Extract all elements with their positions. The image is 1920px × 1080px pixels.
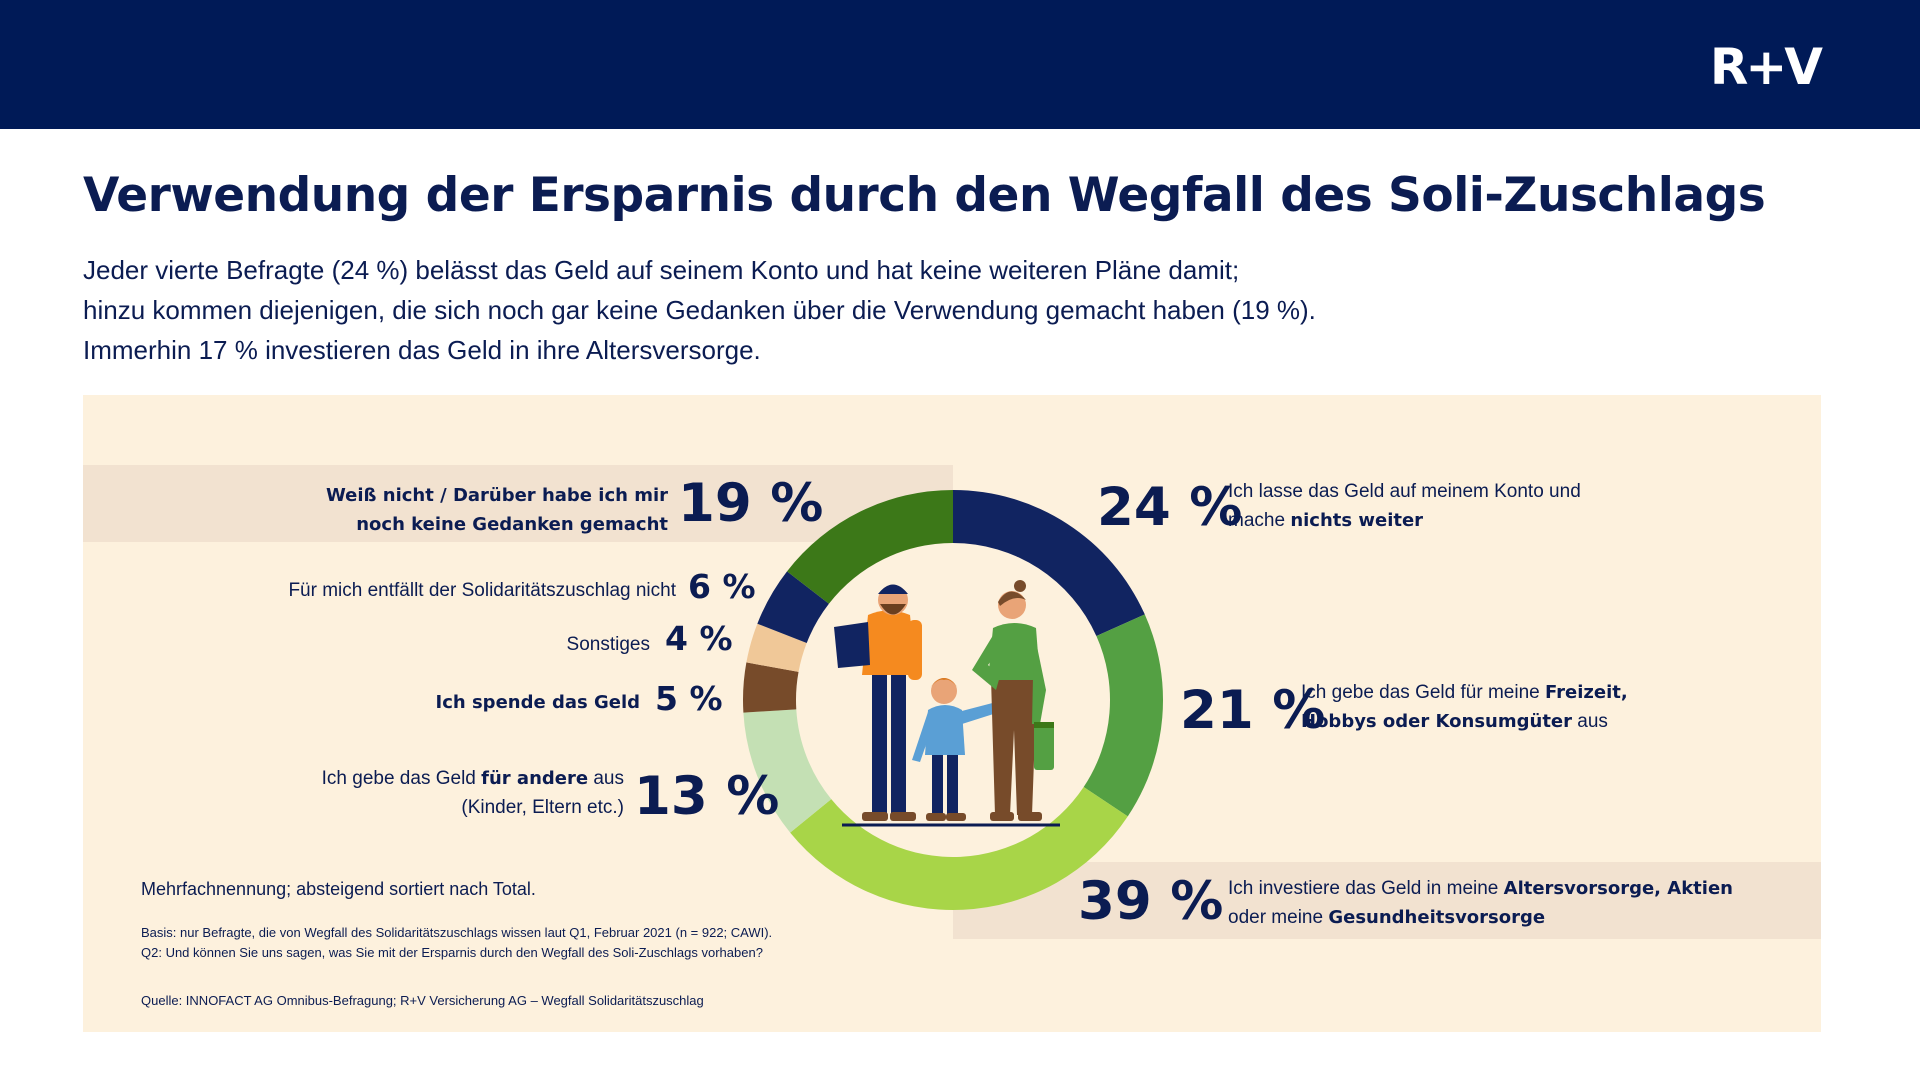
label-39: Ich investiere das Geld in meine Altersv… (1228, 874, 1733, 932)
header-bar: R+V (0, 0, 1920, 129)
note-source: Quelle: INNOFACT AG Omnibus-Befragung; R… (141, 993, 704, 1008)
label-text: mache (1228, 510, 1291, 531)
child-figure (912, 678, 1006, 821)
label-6: Für mich entfällt der Solidaritätszuschl… (288, 580, 676, 601)
donut-segment-13 (743, 709, 832, 833)
label-19: Weiß nicht / Darüber habe ich mir noch k… (326, 481, 668, 539)
label-bold-text: Altersvorsorge, Aktien (1503, 878, 1733, 899)
label-text: oder meine (1228, 907, 1329, 928)
intro-text: Jeder vierte Befragte (24 %) belässt das… (83, 250, 1316, 370)
label-bold-text: Freizeit, (1544, 682, 1628, 703)
note-basis: Basis: nur Befragte, die von Wegfall des… (141, 925, 773, 940)
pct-label-24: 24 % (1097, 477, 1243, 538)
label-text: Ich investiere das Geld in meine (1228, 878, 1504, 899)
donut-segments (743, 490, 1163, 911)
intro-line: hinzu kommen diejenigen, die sich noch g… (83, 295, 1316, 325)
note-question: Q2: Und können Sie uns sagen, was Sie mi… (141, 945, 763, 960)
label-text: Ich gebe das Geld für meine (1301, 682, 1545, 703)
label-21: Ich gebe das Geld für meine Freizeit, Ho… (1301, 678, 1628, 736)
highlight-band-19 (83, 465, 953, 542)
donut-segment-24 (953, 490, 1145, 637)
father-figure (834, 584, 922, 821)
label-bold-text: Weiß nicht / Darüber habe ich mir (325, 485, 668, 506)
label-bold-text: für andere (481, 768, 589, 789)
intro-line: Immerhin 17 % investieren das Geld in ih… (83, 335, 761, 365)
label-line: (Kinder, Eltern etc.) (461, 797, 624, 818)
donut-segment-6 (757, 571, 829, 643)
donut-segment-21 (1083, 614, 1163, 817)
family-illustration (834, 580, 1060, 827)
pct-label-6: 6 % (688, 567, 756, 606)
label-text: aus (588, 768, 624, 789)
donut-segment-19 (787, 490, 953, 604)
note-multiple-answers: Mehrfachnennung; absteigend sortiert nac… (141, 879, 536, 899)
label-line: oder meine Gesundheitsvorsorge (1228, 903, 1733, 932)
mother-figure (972, 580, 1054, 821)
label-bold-text: noch keine Gedanken gemacht (356, 514, 668, 535)
pct-label-4: 4 % (665, 619, 733, 658)
label-13: Ich gebe das Geld für andere aus (Kinder… (322, 764, 624, 822)
label-line: Hobbys oder Konsumgüter aus (1301, 707, 1628, 736)
donut-segment-39 (790, 787, 1128, 911)
page-title: Verwendung der Ersparnis durch den Wegfa… (83, 168, 1766, 223)
label-text: Ich gebe das Geld (321, 768, 482, 789)
label-line: Ich lasse das Geld auf meinem Konto und (1228, 481, 1581, 502)
label-line: Ich investiere das Geld in meine Altersv… (1228, 874, 1733, 903)
pct-label-39: 39 % (1078, 871, 1224, 932)
donut-segment-4 (746, 623, 807, 672)
label-line: mache nichts weiter (1228, 506, 1581, 535)
intro-line: Jeder vierte Befragte (24 %) belässt das… (83, 255, 1240, 285)
pct-label-21: 21 % (1180, 680, 1326, 741)
rv-logo: R+V (1709, 38, 1823, 96)
highlight-band-39 (953, 862, 1821, 939)
label-24: Ich lasse das Geld auf meinem Konto und … (1228, 477, 1581, 535)
label-line: Ich gebe das Geld für meine Freizeit, (1301, 678, 1628, 707)
label-5: Ich spende das Geld (435, 692, 640, 713)
label-4: Sonstiges (566, 634, 650, 655)
label-bold-text: Gesundheitsvorsorge (1328, 907, 1546, 928)
label-line: Ich gebe das Geld für andere aus (322, 764, 624, 793)
label-bold-text: nichts weiter (1290, 510, 1424, 531)
label-text: aus (1572, 711, 1608, 732)
pct-label-5: 5 % (655, 679, 723, 718)
donut-segment-5 (743, 662, 799, 713)
label-bold-text: Hobbys oder Konsumgüter (1301, 711, 1573, 732)
pct-label-19: 19 % (678, 473, 824, 534)
pct-label-13: 13 % (634, 766, 780, 827)
